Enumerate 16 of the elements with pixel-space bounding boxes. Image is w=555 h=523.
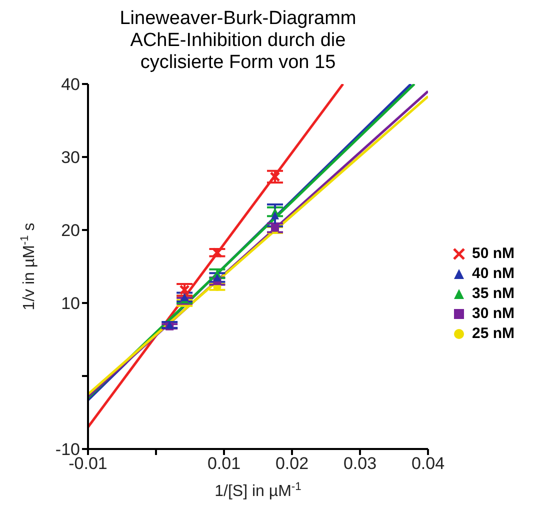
legend-label: 40 nM: [472, 264, 515, 284]
legend-label: 35 nM: [472, 284, 515, 304]
chart-title: Lineweaver-Burk-Diagramm AChE-Inhibition durch die cyclisierte Form von 15: [118, 8, 358, 74]
y-tick-label: 40: [61, 75, 80, 94]
x-axis-title: 1/[S] in µM$^{-1}$: [214, 481, 302, 500]
y-tick-label: 20: [61, 221, 80, 240]
legend-label: 25 nM: [472, 324, 515, 344]
x-tick-label: 0.02: [275, 454, 309, 474]
x-tick-label: 0.01: [207, 454, 241, 474]
x-tick-label: -0.01: [68, 454, 108, 474]
y-tick-label: 30: [61, 148, 80, 168]
legend-label: 30 nM: [472, 304, 515, 324]
x-tick-label: 0.03: [343, 454, 377, 474]
y-tick-label: 10: [61, 294, 80, 314]
x-tick-label: 0.04: [411, 454, 445, 474]
legend-label: 50 nM: [472, 244, 515, 264]
